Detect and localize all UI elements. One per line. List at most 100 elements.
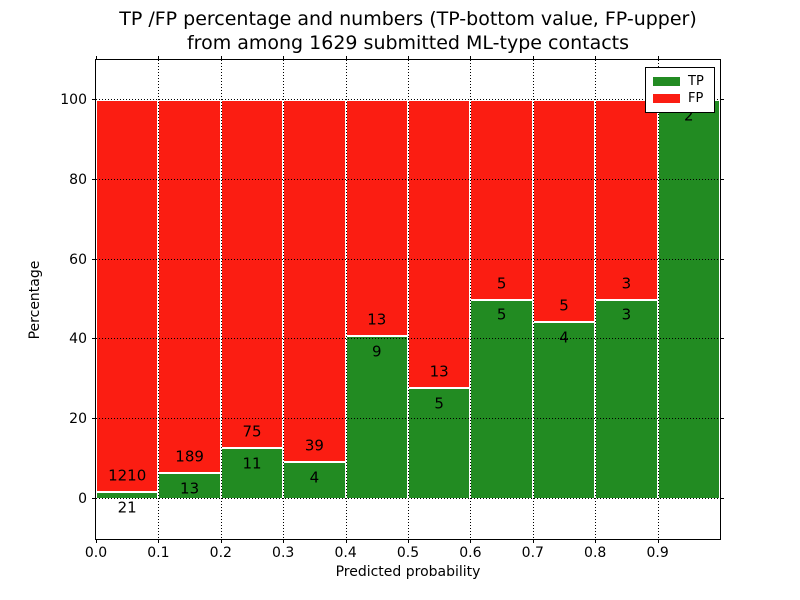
bar-segment-tp bbox=[470, 299, 533, 500]
bar-segment-tp bbox=[532, 321, 596, 500]
gridline-vertical bbox=[345, 60, 347, 539]
y-tick-mark-right bbox=[720, 178, 724, 180]
x-tick-label: 0.9 bbox=[646, 545, 669, 561]
bar-segment-fp bbox=[408, 99, 471, 389]
tp-count-label: 5 bbox=[496, 305, 507, 324]
x-tick-label: 0.1 bbox=[147, 545, 170, 561]
y-tick-label: 80 bbox=[69, 171, 87, 188]
fp-count-label: 13 bbox=[367, 310, 387, 329]
x-tick-mark-top bbox=[470, 56, 472, 60]
x-tick-mark-top bbox=[158, 56, 160, 60]
gridline-vertical bbox=[158, 60, 160, 539]
x-tick-mark-top bbox=[283, 56, 285, 60]
x-tick-mark bbox=[408, 539, 409, 543]
gridline-horizontal bbox=[96, 498, 720, 500]
y-tick-mark bbox=[92, 498, 96, 500]
y-tick-label: 0 bbox=[78, 491, 87, 508]
x-tick-mark bbox=[220, 539, 222, 543]
fp-count-label: 1210 bbox=[108, 466, 147, 485]
y-tick-label: 100 bbox=[60, 91, 87, 108]
fp-count-label: 39 bbox=[304, 436, 324, 455]
gridline-vertical bbox=[657, 60, 659, 539]
gridline-horizontal bbox=[96, 98, 720, 100]
y-tick-label: 60 bbox=[69, 251, 87, 268]
gridline-horizontal bbox=[96, 338, 720, 340]
gridline-vertical bbox=[408, 60, 409, 539]
x-tick-mark-top bbox=[657, 56, 659, 60]
x-tick-mark-top bbox=[345, 56, 347, 60]
x-axis-label: Predicted probability bbox=[335, 564, 481, 580]
x-tick-label: 0.6 bbox=[459, 545, 482, 561]
fp-count-label: 3 bbox=[621, 274, 632, 293]
bar-segment-tp bbox=[595, 299, 658, 500]
tp-count-label: 4 bbox=[559, 328, 569, 347]
legend-item-fp: FP bbox=[653, 92, 707, 105]
plot-area: 1210 21 189 13 75 11 39 4 13 9 13 5 5 5 5 4 3 3 0 2 0.0 0.1 0.… bbox=[60, 56, 724, 561]
fp-count-label: 75 bbox=[242, 422, 262, 441]
x-tick-mark bbox=[657, 539, 659, 543]
x-tick-mark bbox=[345, 539, 347, 543]
tp-count-label: 11 bbox=[242, 454, 262, 473]
y-axis-label: Percentage bbox=[27, 260, 43, 340]
legend-label-fp: FP bbox=[688, 91, 704, 107]
gridline-vertical bbox=[595, 60, 597, 539]
x-tick-label: 0.5 bbox=[396, 545, 420, 561]
y-tick-mark bbox=[92, 178, 96, 180]
bar-segment-tp bbox=[158, 473, 221, 500]
legend-swatch-fp bbox=[653, 94, 680, 104]
legend-swatch-tp bbox=[653, 76, 680, 86]
bar-segment-tp bbox=[657, 99, 720, 500]
x-tick-mark-top bbox=[220, 56, 222, 60]
y-tick-mark-right bbox=[720, 418, 724, 420]
x-tick-label: 0.4 bbox=[334, 545, 357, 561]
y-tick-mark bbox=[92, 98, 96, 100]
x-tick-mark-top bbox=[96, 56, 97, 60]
x-tick-mark bbox=[470, 539, 472, 543]
x-tick-label: 0.3 bbox=[272, 545, 295, 561]
y-tick-mark-right bbox=[720, 258, 724, 260]
tp-count-label: 2 bbox=[684, 106, 694, 125]
legend-item-tp: TP bbox=[653, 75, 707, 88]
gridline-horizontal bbox=[96, 418, 720, 420]
gridline-horizontal bbox=[96, 178, 720, 180]
bar-segment-fp bbox=[470, 99, 533, 300]
chart-title-line1: TP /FP percentage and numbers (TP-bottom… bbox=[119, 8, 697, 30]
legend-label-tp: TP bbox=[688, 73, 704, 89]
y-tick-label: 40 bbox=[69, 331, 87, 348]
chart-title: TP /FP percentage and numbers (TP-bottom… bbox=[96, 8, 720, 56]
y-tick-label: 20 bbox=[69, 411, 87, 428]
gridline-vertical bbox=[283, 60, 285, 539]
x-tick-label: 0.0 bbox=[84, 545, 108, 561]
bar-segment-tp bbox=[96, 492, 159, 500]
gridline-vertical bbox=[470, 60, 472, 539]
y-tick-mark-right bbox=[720, 498, 724, 500]
x-tick-mark bbox=[96, 539, 97, 543]
fp-count-label: 13 bbox=[429, 362, 449, 381]
y-tick-mark-right bbox=[720, 98, 724, 100]
bar-segment-fp bbox=[345, 99, 408, 336]
tp-count-label: 13 bbox=[180, 479, 200, 498]
y-tick-mark bbox=[92, 338, 96, 340]
bar-segment-fp bbox=[220, 99, 284, 449]
x-tick-mark bbox=[283, 539, 285, 543]
bar-segment-tp bbox=[408, 388, 471, 500]
tp-count-label: 21 bbox=[117, 498, 137, 517]
tp-count-label: 9 bbox=[372, 342, 382, 361]
x-tick-mark bbox=[595, 539, 597, 543]
gridline-vertical bbox=[532, 60, 534, 539]
tp-count-label: 3 bbox=[621, 305, 632, 324]
x-tick-label: 0.2 bbox=[209, 545, 232, 561]
legend: TP FP bbox=[645, 67, 715, 113]
x-tick-mark-top bbox=[595, 56, 597, 60]
gridline-horizontal bbox=[96, 258, 720, 260]
fp-count-label: 5 bbox=[496, 274, 507, 293]
chart-title-line2: from among 1629 submitted ML-type contac… bbox=[186, 31, 630, 54]
bar-segment-fp bbox=[283, 99, 346, 462]
bar-segment-fp bbox=[532, 99, 596, 322]
bar-segment-fp bbox=[595, 99, 658, 300]
x-tick-label: 0.7 bbox=[521, 545, 544, 561]
x-tick-label: 0.8 bbox=[584, 545, 607, 561]
bar-segment-fp bbox=[96, 99, 159, 493]
bar-segment-fp bbox=[158, 99, 221, 474]
